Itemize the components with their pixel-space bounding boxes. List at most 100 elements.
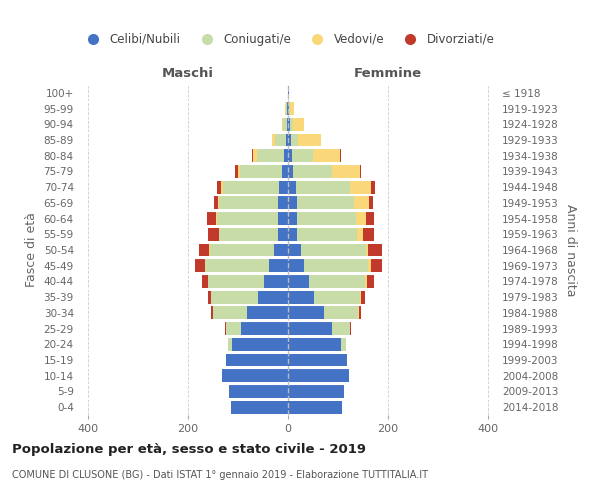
Bar [313, 150, 340, 162]
Bar [298, 134, 320, 146]
Bar [293, 165, 332, 178]
Bar [216, 212, 217, 225]
Bar [284, 150, 288, 162]
Bar [239, 165, 282, 178]
Bar [217, 212, 278, 225]
Bar [282, 165, 288, 178]
Bar [232, 338, 288, 350]
Bar [287, 102, 288, 115]
Bar [288, 165, 293, 178]
Bar [288, 400, 342, 413]
Bar [367, 275, 374, 288]
Bar [222, 370, 288, 382]
Bar [288, 370, 349, 382]
Bar [229, 385, 288, 398]
Bar [208, 290, 211, 304]
Bar [228, 338, 232, 350]
Bar [278, 212, 288, 225]
Bar [208, 275, 264, 288]
Bar [286, 102, 287, 115]
Bar [288, 150, 292, 162]
Bar [288, 322, 332, 335]
Bar [296, 196, 354, 209]
Bar [274, 244, 288, 256]
Bar [271, 134, 275, 146]
Bar [210, 244, 274, 256]
Bar [314, 290, 360, 304]
Text: COMUNE DI CLUSONE (BG) - Dati ISTAT 1° gennaio 2019 - Elaborazione TUTTITALIA.IT: COMUNE DI CLUSONE (BG) - Dati ISTAT 1° g… [12, 470, 428, 480]
Bar [288, 385, 344, 398]
Bar [332, 322, 349, 335]
Bar [199, 244, 209, 256]
Bar [349, 322, 351, 335]
Bar [292, 150, 313, 162]
Bar [226, 322, 241, 335]
Bar [359, 306, 361, 320]
Bar [304, 260, 368, 272]
Bar [211, 306, 213, 320]
Bar [288, 118, 290, 130]
Bar [359, 165, 361, 178]
Bar [288, 306, 324, 320]
Bar [363, 228, 374, 240]
Bar [202, 275, 208, 288]
Bar [349, 180, 371, 194]
Bar [290, 134, 298, 146]
Bar [365, 275, 367, 288]
Bar [288, 196, 296, 209]
Bar [288, 275, 309, 288]
Y-axis label: Anni di nascita: Anni di nascita [565, 204, 577, 296]
Bar [213, 306, 247, 320]
Bar [288, 260, 304, 272]
Bar [279, 180, 288, 194]
Bar [361, 290, 365, 304]
Bar [247, 306, 288, 320]
Bar [238, 165, 239, 178]
Bar [288, 354, 347, 366]
Bar [288, 244, 301, 256]
Bar [223, 180, 279, 194]
Bar [257, 150, 284, 162]
Bar [218, 196, 219, 209]
Bar [288, 180, 296, 194]
Bar [368, 244, 382, 256]
Bar [369, 196, 373, 209]
Bar [371, 180, 374, 194]
Bar [287, 118, 288, 130]
Bar [290, 118, 293, 130]
Bar [258, 290, 288, 304]
Bar [264, 275, 288, 288]
Bar [251, 150, 253, 162]
Bar [324, 306, 358, 320]
Bar [194, 260, 205, 272]
Y-axis label: Fasce di età: Fasce di età [25, 212, 38, 288]
Bar [208, 228, 218, 240]
Bar [288, 102, 289, 115]
Bar [288, 338, 341, 350]
Bar [230, 400, 288, 413]
Bar [366, 212, 373, 225]
Bar [224, 322, 226, 335]
Bar [360, 290, 361, 304]
Bar [297, 212, 356, 225]
Bar [278, 196, 288, 209]
Bar [235, 165, 238, 178]
Bar [288, 290, 314, 304]
Bar [226, 354, 288, 366]
Bar [357, 228, 363, 240]
Bar [332, 165, 359, 178]
Text: Maschi: Maschi [162, 68, 214, 80]
Legend: Celibi/Nubili, Coniugati/e, Vedovi/e, Divorziati/e: Celibi/Nubili, Coniugati/e, Vedovi/e, Di… [77, 28, 499, 50]
Bar [283, 118, 287, 130]
Bar [289, 102, 290, 115]
Bar [296, 180, 349, 194]
Text: Femmine: Femmine [354, 68, 422, 80]
Bar [209, 244, 210, 256]
Bar [354, 196, 369, 209]
Bar [221, 180, 223, 194]
Bar [241, 322, 288, 335]
Bar [356, 212, 366, 225]
Bar [365, 244, 368, 256]
Bar [368, 260, 371, 272]
Bar [297, 228, 357, 240]
